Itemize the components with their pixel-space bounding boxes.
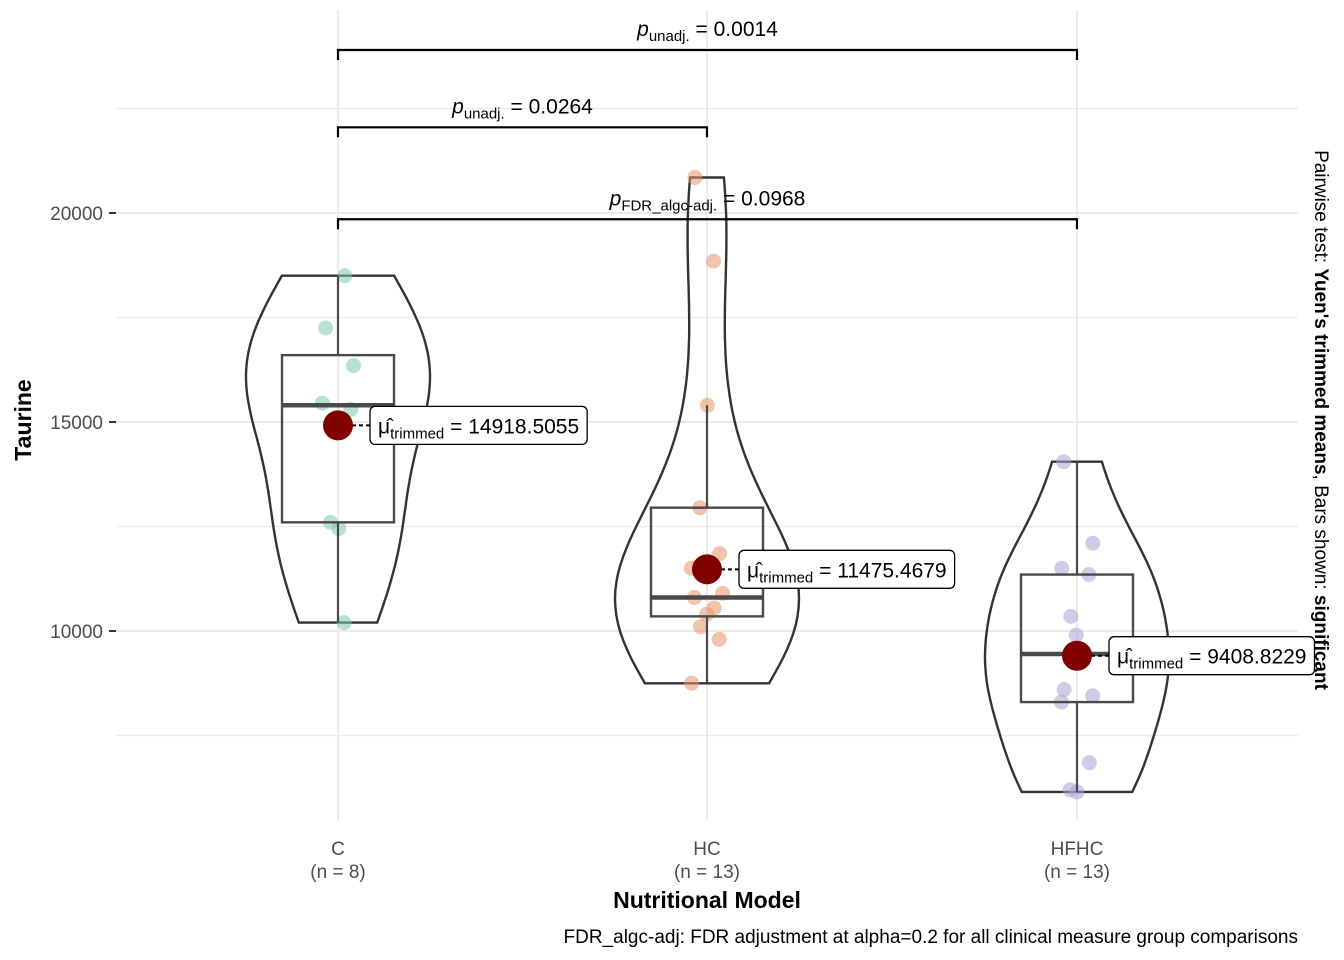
x-tick-label: C — [331, 839, 345, 860]
data-point — [346, 358, 362, 374]
p-value: = 0.0014 — [690, 18, 778, 41]
mean-value: = 11475.4679 — [813, 559, 946, 582]
caption: FDR_algc-adj: FDR adjustment at alpha=0.… — [564, 927, 1298, 948]
mean-value: = 14918.5055 — [444, 415, 579, 438]
bracket-label: punadj. = 0.0264 — [451, 95, 593, 122]
data-point — [1056, 682, 1072, 698]
comparison-bracket: punadj. = 0.0264 — [336, 95, 709, 138]
mean-symbol: μ̂ — [1117, 646, 1133, 669]
pairwise-shown: significant — [1310, 595, 1331, 691]
y-tick-label: 20000 — [50, 204, 103, 225]
mean-subscript: trimmed — [390, 425, 444, 442]
data-point — [687, 169, 703, 185]
comparison-bracket: pFDR_algc-adj. = 0.0968 — [336, 187, 1079, 230]
mean-subscript: trimmed — [759, 569, 813, 586]
x-tick-n-label: (n = 13) — [674, 862, 740, 883]
data-point — [1068, 627, 1084, 643]
x-tick-n-label: (n = 8) — [310, 862, 365, 883]
data-point — [684, 675, 700, 691]
data-point — [693, 619, 709, 635]
violin-hfhc — [983, 460, 1171, 794]
data-point — [711, 631, 727, 647]
mean-label-box — [369, 405, 588, 446]
data-point — [1085, 535, 1101, 551]
data-point — [705, 253, 721, 269]
data-point — [1063, 608, 1079, 624]
bracket-label: pFDR_algc-adj. = 0.0968 — [609, 187, 806, 214]
x-tick-n-label: (n = 13) — [1044, 862, 1110, 883]
data-point — [318, 320, 334, 336]
mean-label-text: μ̂trimmed = 9408.8229 — [1117, 646, 1306, 673]
pairwise-test-note: Pairwise test: Yuen's trimmed means, Bar… — [1310, 150, 1331, 691]
p-subscript: FDR_algc-adj. — [621, 197, 717, 214]
x-tick-label: HFHC — [1051, 839, 1104, 860]
data-point — [336, 615, 352, 631]
mean-label-text: μ̂trimmed = 11475.4679 — [747, 559, 947, 586]
p-value: = 0.0968 — [717, 187, 805, 210]
bracket-line — [336, 218, 1079, 230]
data-point — [1081, 755, 1097, 771]
mean-point — [323, 410, 353, 441]
p-subscript: unadj. — [464, 105, 505, 122]
pairwise-prefix: Pairwise test: — [1310, 150, 1331, 268]
mean-value: = 9408.8229 — [1183, 646, 1306, 669]
mean-label: μ̂trimmed = 11475.4679 — [738, 549, 956, 589]
p-symbol: p — [609, 187, 622, 210]
mean-symbol: μ̂ — [747, 559, 763, 582]
violin-c — [244, 274, 432, 624]
mean-point — [1062, 640, 1092, 671]
data-point — [1056, 454, 1072, 470]
p-symbol: p — [451, 95, 464, 118]
mean-label-box — [738, 549, 956, 589]
mean-label-box — [1108, 636, 1316, 676]
mean-label: μ̂trimmed = 14918.5055 — [369, 405, 588, 446]
bracket-line — [336, 48, 1079, 60]
x-axis-title: Nutritional Model — [613, 887, 801, 913]
mean-subscript: trimmed — [1129, 656, 1183, 673]
data-point — [699, 606, 715, 622]
y-tick-label: 10000 — [50, 622, 103, 643]
y-axis-title: Taurine — [10, 379, 36, 460]
bracket-line — [336, 126, 709, 138]
data-point — [1054, 560, 1070, 576]
pairwise-test-name: Yuen's trimmed means — [1310, 268, 1331, 474]
mean-symbol: μ̂ — [378, 415, 394, 438]
mean-label: μ̂trimmed = 9408.8229 — [1108, 636, 1316, 676]
y-tick-label: 15000 — [50, 413, 103, 434]
x-tick-label: HC — [693, 839, 720, 860]
p-symbol: p — [636, 18, 649, 41]
mean-point — [692, 554, 722, 585]
p-subscript: unadj. — [649, 28, 690, 45]
data-point — [1085, 688, 1101, 704]
pairwise-middle: , Bars shown: — [1310, 475, 1331, 595]
mean-label-text: μ̂trimmed = 14918.5055 — [378, 415, 579, 442]
bracket-label: punadj. = 0.0014 — [636, 18, 778, 45]
data-point — [337, 268, 353, 284]
p-value: = 0.0264 — [505, 95, 593, 118]
comparison-bracket: punadj. = 0.0014 — [336, 18, 1079, 60]
